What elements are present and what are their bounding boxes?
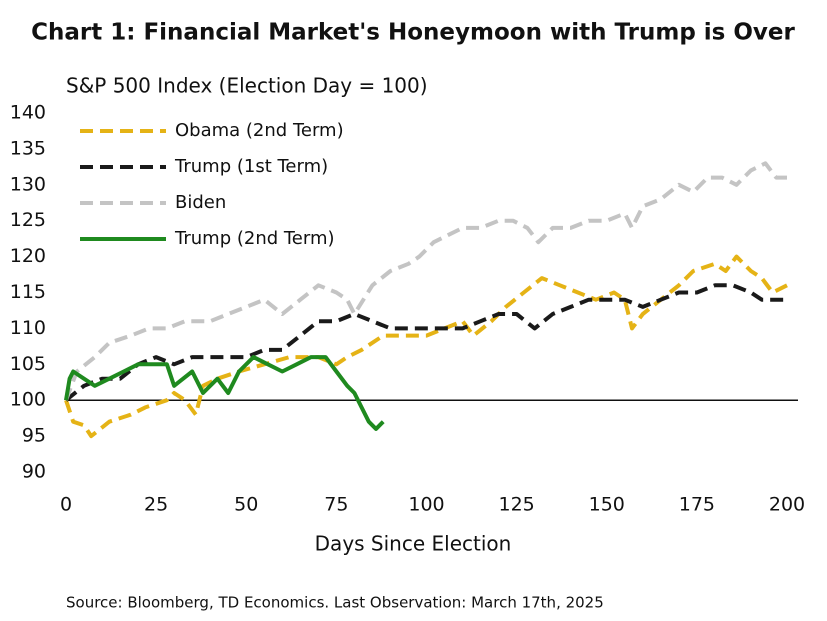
source-note: Source: Bloomberg, TD Economics. Last Ob… <box>66 594 604 612</box>
y-tick-label: 120 <box>10 245 46 267</box>
chart-subtitle: S&P 500 Index (Election Day = 100) <box>66 74 428 98</box>
y-tick-label: 125 <box>10 209 46 231</box>
y-tick-label: 115 <box>10 281 46 303</box>
y-tick-label: 135 <box>10 137 46 159</box>
x-axis-label: Days Since Election <box>315 532 512 556</box>
legend-label: Trump (1st Term) <box>174 156 328 177</box>
series-line <box>64 283 787 402</box>
series-line <box>64 254 788 439</box>
x-tick-label: 100 <box>408 494 444 516</box>
legend-label: Obama (2nd Term) <box>175 120 344 141</box>
x-tick-label: 50 <box>234 494 258 516</box>
x-tick-label: 200 <box>769 494 805 516</box>
x-tick-label: 125 <box>498 494 534 516</box>
y-tick-label: 105 <box>10 353 46 375</box>
y-tick-label: 100 <box>10 389 46 411</box>
chart-title: Chart 1: Financial Market's Honeymoon wi… <box>31 20 795 46</box>
x-tick-label: 75 <box>324 494 348 516</box>
y-tick-label: 110 <box>10 317 46 339</box>
y-tick-label: 95 <box>22 425 46 447</box>
x-tick-label: 0 <box>60 494 72 516</box>
y-tick-label: 140 <box>10 102 46 124</box>
y-tick-label: 130 <box>10 173 46 195</box>
x-tick-label: 25 <box>144 494 168 516</box>
x-tick-label: 150 <box>589 494 625 516</box>
series-line <box>64 355 385 431</box>
x-tick-label: 175 <box>679 494 715 516</box>
y-tick-label: 90 <box>22 461 46 483</box>
legend-label: Trump (2nd Term) <box>174 228 335 249</box>
legend-label: Biden <box>175 192 226 213</box>
series-line <box>64 161 787 401</box>
